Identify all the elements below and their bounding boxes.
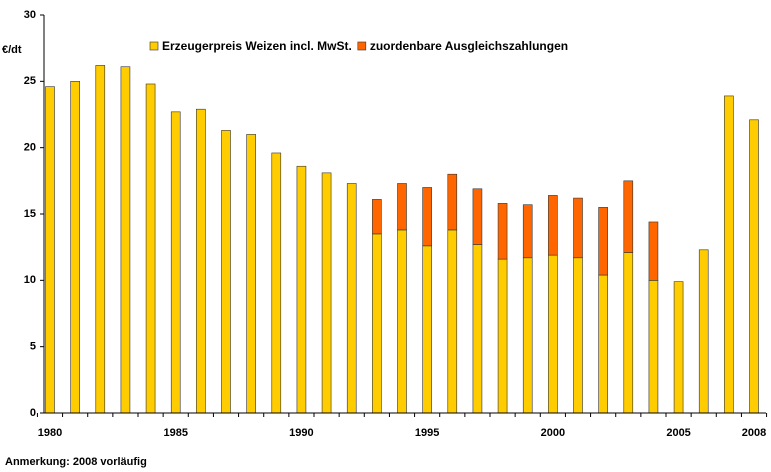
bar-segment bbox=[548, 254, 558, 414]
bar-segment bbox=[372, 233, 382, 414]
bar-segment bbox=[447, 173, 458, 231]
bar-segment bbox=[221, 130, 231, 414]
x-tick-label: 1995 bbox=[415, 427, 439, 439]
y-tick-label: 10 bbox=[24, 274, 36, 286]
bar-segment bbox=[522, 204, 533, 259]
legend-label: Erzeugerpreis Weizen incl. MwSt. bbox=[162, 39, 352, 53]
x-tick-label: 1980 bbox=[38, 427, 62, 439]
bar-segment bbox=[472, 188, 483, 245]
bar-segment bbox=[623, 252, 634, 414]
bar-segment bbox=[271, 152, 282, 414]
bar-segment bbox=[120, 66, 131, 414]
bar-segment bbox=[497, 258, 508, 414]
bar-segment bbox=[648, 280, 659, 414]
bar-segment bbox=[296, 165, 307, 414]
bar-segment bbox=[246, 134, 256, 414]
bar-segment bbox=[346, 183, 357, 414]
bar-segment bbox=[598, 207, 608, 276]
bar-segment bbox=[70, 81, 80, 414]
x-tick-label: 2008 bbox=[742, 427, 766, 439]
bar-segment bbox=[196, 108, 206, 414]
y-tick-label: 5 bbox=[30, 341, 36, 353]
bar-segment bbox=[623, 180, 634, 253]
bar-segment bbox=[573, 257, 583, 414]
bar-segment bbox=[422, 187, 432, 247]
bar-segment bbox=[749, 119, 759, 414]
y-tick-label: 30 bbox=[24, 9, 36, 21]
bar-segment bbox=[170, 111, 181, 414]
x-tick-label: 1990 bbox=[289, 427, 313, 439]
x-tick-label: 1985 bbox=[163, 427, 187, 439]
bar-segment bbox=[673, 281, 684, 414]
bar-segment bbox=[472, 244, 483, 414]
bar-segment bbox=[497, 203, 508, 260]
bar-segment bbox=[698, 249, 709, 414]
bar-segment bbox=[447, 229, 458, 414]
legend: Erzeugerpreis Weizen incl. MwSt. zuordenb… bbox=[149, 39, 568, 53]
bar-segment bbox=[397, 229, 407, 414]
y-tick-label: 25 bbox=[24, 75, 36, 87]
x-tick-label: 2000 bbox=[541, 427, 565, 439]
note: Anmerkung: 2008 vorläufig bbox=[5, 456, 147, 468]
bar-segment bbox=[598, 274, 608, 414]
bar-segment bbox=[45, 86, 55, 414]
bar-segment bbox=[548, 195, 558, 256]
x-tick-label: 2005 bbox=[666, 427, 690, 439]
bar-segment bbox=[422, 245, 432, 414]
bar-segment bbox=[397, 183, 407, 231]
bar-segment bbox=[95, 65, 106, 414]
y-tick-label: 20 bbox=[24, 142, 36, 154]
legend-label: zuordenbare Ausgleichszahlungen bbox=[370, 39, 568, 53]
bar-segment bbox=[522, 257, 533, 414]
y-tick-label: 0 bbox=[30, 407, 36, 419]
y-axis-label: €/dt bbox=[2, 44, 22, 56]
bar-segment bbox=[648, 221, 659, 281]
y-tick-label: 15 bbox=[24, 208, 36, 220]
bar-segment bbox=[724, 95, 734, 414]
bar-segment bbox=[573, 197, 583, 259]
legend-swatch bbox=[149, 41, 159, 51]
bar-segment bbox=[321, 172, 332, 414]
bar-segment bbox=[145, 83, 156, 414]
bar-segment bbox=[372, 199, 382, 235]
legend-swatch bbox=[357, 41, 367, 51]
